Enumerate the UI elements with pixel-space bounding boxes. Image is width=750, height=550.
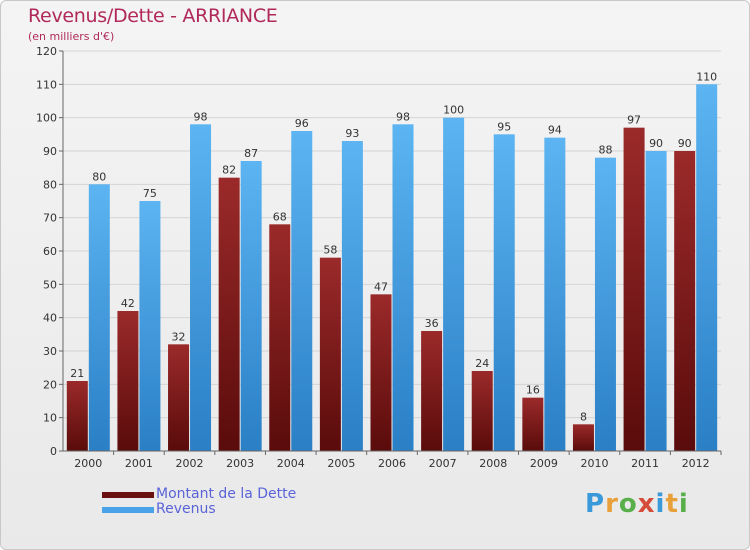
data-label-revenus: 98 [194, 110, 208, 123]
bar-revenus [139, 201, 161, 451]
bar-debt [522, 397, 544, 451]
data-label-debt: 47 [374, 280, 388, 293]
data-label-revenus: 110 [696, 70, 717, 83]
bar-revenus [88, 184, 110, 452]
data-label-debt: 97 [627, 114, 641, 127]
legend-label-revenus: Revenus [156, 501, 216, 517]
bar-debt [269, 224, 291, 451]
data-labels-group: 21 80 42 75 32 98 82 87 68 96 58 93 47 98 36 100 24 95 16 9… [70, 70, 717, 423]
data-label-debt: 68 [273, 210, 287, 223]
bar-debt [168, 344, 190, 451]
bar-debt [319, 257, 341, 451]
y-tick-label: 20 [43, 378, 57, 391]
y-tick-label: 100 [36, 112, 57, 125]
logo-letter: x [637, 489, 656, 519]
data-label-debt: 36 [425, 317, 439, 330]
logo-letter: P [585, 489, 606, 519]
data-label-revenus: 80 [92, 170, 106, 183]
chart-title: Revenus/Dette - ARRIANCE [28, 5, 278, 27]
bar-revenus [291, 131, 313, 451]
bar-revenus [493, 134, 515, 452]
legend-label-debt: Montant de la Dette [156, 486, 297, 502]
logo-letter: t [665, 489, 679, 519]
bar-revenus [392, 124, 414, 451]
y-tick-label: 110 [36, 78, 57, 91]
bar-revenus [594, 157, 616, 451]
y-tick-label: 10 [43, 412, 57, 425]
data-label-debt: 42 [121, 297, 135, 310]
data-label-revenus: 90 [649, 137, 663, 150]
bar-revenus [240, 161, 262, 451]
x-tick-label: 2011 [631, 457, 659, 470]
bar-debt [572, 424, 594, 451]
legend-swatch-revenus [102, 507, 154, 513]
x-tick-label: 2002 [176, 457, 204, 470]
y-tick-label: 70 [43, 212, 57, 225]
data-label-revenus: 94 [548, 124, 562, 137]
bar-debt [218, 177, 240, 451]
data-label-debt: 21 [70, 367, 84, 380]
data-label-debt: 58 [323, 244, 337, 257]
x-tick-label: 2012 [682, 457, 710, 470]
bar-debt [471, 371, 493, 451]
data-label-revenus: 75 [143, 187, 157, 200]
x-tick-label: 2003 [226, 457, 254, 470]
bar-debt [370, 294, 392, 451]
data-label-revenus: 98 [396, 110, 410, 123]
x-tick-label: 2000 [74, 457, 102, 470]
data-label-revenus: 87 [244, 147, 258, 160]
y-tick-label: 0 [50, 445, 57, 458]
x-tick-label: 2004 [277, 457, 305, 470]
bar-revenus [544, 137, 566, 451]
bar-debt [66, 381, 88, 451]
data-label-debt: 16 [526, 384, 540, 397]
data-label-revenus: 93 [345, 127, 359, 140]
y-tick-label: 30 [43, 345, 57, 358]
bar-debt [421, 331, 443, 451]
bar-revenus [645, 151, 667, 451]
x-tick-label: 2001 [125, 457, 153, 470]
x-tick-label: 2009 [530, 457, 558, 470]
data-label-revenus: 100 [443, 104, 464, 117]
data-label-debt: 90 [678, 137, 692, 150]
data-label-revenus: 96 [295, 117, 309, 130]
chart-subtitle: (en milliers d'€) [28, 30, 115, 43]
axes-group: 0 10 20 30 40 50 60 70 80 90 100 110 120 2000 2001 2002… [36, 45, 722, 470]
x-tick-label: 2008 [479, 457, 507, 470]
logo-letter: i [678, 489, 689, 519]
data-label-revenus: 88 [598, 144, 612, 157]
bar-revenus [443, 117, 465, 452]
y-tick-label: 120 [36, 45, 57, 58]
data-label-debt: 32 [172, 330, 186, 343]
x-tick-label: 2007 [429, 457, 457, 470]
y-tick-label: 50 [43, 278, 57, 291]
y-tick-label: 60 [43, 245, 57, 258]
data-label-debt: 24 [475, 357, 489, 370]
logo-letter: r [605, 489, 619, 519]
proxiti-logo: Proxiti [585, 489, 689, 519]
data-label-debt: 82 [222, 164, 236, 177]
y-tick-label: 90 [43, 145, 57, 158]
bar-revenus [696, 84, 718, 451]
data-label-revenus: 95 [497, 120, 511, 133]
logo-letter: o [618, 489, 638, 519]
x-tick-label: 2006 [378, 457, 406, 470]
grid-lines [63, 50, 721, 419]
bar-debt [117, 311, 139, 451]
bar-revenus [190, 124, 212, 451]
y-tick-label: 40 [43, 312, 57, 325]
bars-group [66, 84, 718, 452]
logo-letter: i [655, 489, 666, 519]
bar-debt [623, 127, 645, 452]
legend-swatch-debt [102, 492, 154, 498]
data-label-debt: 8 [580, 410, 587, 423]
x-tick-label: 2010 [580, 457, 608, 470]
y-tick-label: 80 [43, 178, 57, 191]
x-tick-label: 2005 [327, 457, 355, 470]
bar-debt [674, 151, 696, 451]
bar-revenus [341, 141, 363, 451]
